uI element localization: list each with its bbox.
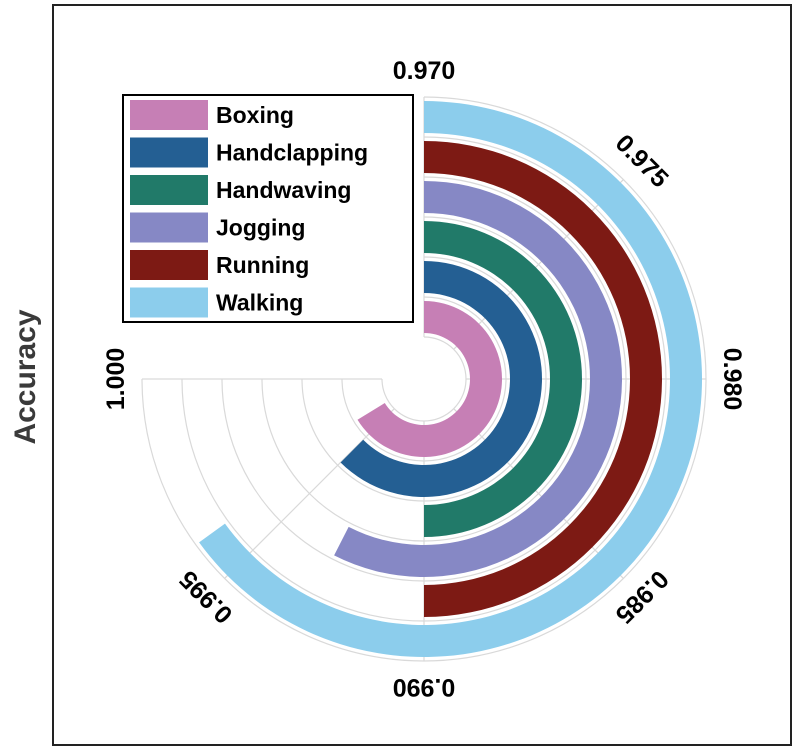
chart-frame <box>52 4 792 746</box>
legend-swatch-handclapping <box>130 137 208 168</box>
bar-handwaving <box>424 221 582 537</box>
tick-label: 1.000 <box>102 348 130 411</box>
grid-spoke <box>453 408 624 579</box>
legend-box <box>122 94 414 323</box>
legend-swatch-running <box>130 250 208 280</box>
legend-swatch-handwaving <box>130 175 208 205</box>
tick-label: 0.980 <box>718 348 746 411</box>
legend-swatch-boxing <box>130 100 208 130</box>
legend-label: Walking <box>216 290 303 316</box>
legend-label: Handclapping <box>216 140 368 166</box>
legend: Boxing Handclapping Handwaving Jogging Runni… <box>122 94 414 323</box>
bar-handclapping <box>340 261 542 497</box>
grid <box>141 96 707 662</box>
bar-running <box>424 141 662 617</box>
legend-label: Handwaving <box>216 177 351 203</box>
grid-spoke <box>224 408 395 579</box>
bars <box>199 101 703 658</box>
tick-label: 0.970 <box>393 57 456 85</box>
legend-swatch-jogging <box>130 212 208 243</box>
tick-label: 0.990 <box>393 673 456 701</box>
grid-ring <box>381 336 467 422</box>
grid-spoke <box>453 179 624 350</box>
bar-boxing <box>357 300 503 457</box>
legend-swatch-walking <box>130 287 208 318</box>
legend-label: Running <box>216 252 309 278</box>
legend-label: Jogging <box>216 215 305 241</box>
bar-jogging <box>334 181 622 577</box>
legend-label: Boxing <box>216 102 294 128</box>
